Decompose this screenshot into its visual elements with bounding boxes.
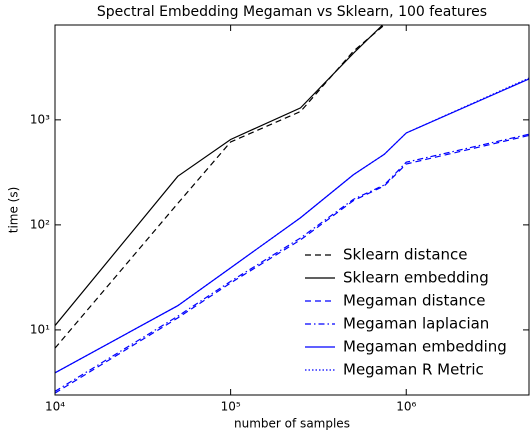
legend-label: Megaman distance <box>343 292 486 310</box>
y-axis-label: time (s) <box>7 187 21 234</box>
y-tick-label: 10³ <box>30 112 50 126</box>
series-line <box>55 25 385 349</box>
series-line <box>55 25 384 326</box>
plot-frame <box>54 24 530 396</box>
plot-area <box>55 25 529 394</box>
x-tick-label: 10⁵ <box>221 400 241 414</box>
series-line <box>55 133 529 392</box>
legend-label: Megaman embedding <box>343 338 507 356</box>
chart-title: Spectral Embedding Megaman vs Sklearn, 1… <box>97 4 487 20</box>
x-axis-label: number of samples <box>234 417 350 431</box>
legend-label: Megaman R Metric <box>343 361 484 379</box>
series-line <box>55 134 529 394</box>
y-tick-label: 10¹ <box>30 322 50 336</box>
series-line <box>55 77 529 374</box>
y-tick-label: 10² <box>30 217 50 231</box>
x-tick-label: 10⁴ <box>45 400 65 414</box>
legend-label: Megaman laplacian <box>343 315 489 333</box>
x-tick-label: 10⁶ <box>396 400 416 414</box>
legend-label: Sklearn embedding <box>343 269 489 287</box>
legend-label: Sklearn distance <box>343 246 468 264</box>
